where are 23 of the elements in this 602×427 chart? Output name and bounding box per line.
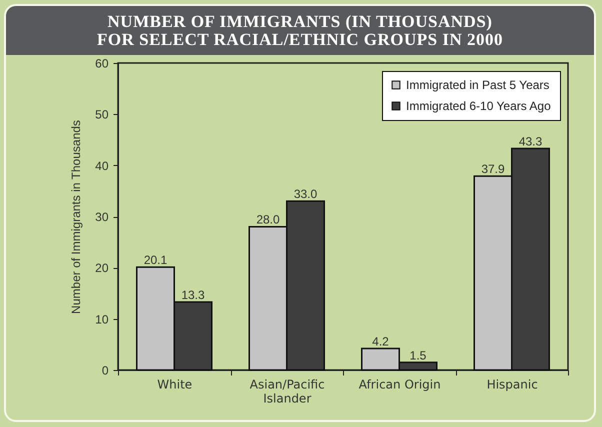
- x-tick-label: Asian/Pacific Islander: [250, 378, 325, 406]
- data-label: 43.3: [518, 134, 542, 148]
- y-tick-label: 20: [95, 261, 109, 276]
- data-label: 20.1: [144, 253, 168, 268]
- data-label: 33.0: [294, 187, 318, 202]
- x-tick-label: Hispanic: [486, 378, 538, 392]
- y-tick-label: 60: [95, 56, 109, 70]
- chart-title: NUMBER OF IMMIGRANTS (IN THOUSANDS) FOR SELECT RACIAL/ETHNIC GROUPS IN 2000: [6, 6, 594, 55]
- legend-label: Immigrated in Past 5 Years: [406, 78, 550, 92]
- y-tick-label: 40: [95, 158, 109, 173]
- y-tick-label: 10: [95, 312, 109, 326]
- legend-label: Immigrated 6-10 Years Ago: [406, 99, 552, 113]
- y-tick-label: 0: [102, 364, 109, 378]
- x-tick-label: White: [157, 378, 192, 392]
- data-label: 37.9: [481, 162, 505, 176]
- data-label: 13.3: [181, 288, 205, 302]
- x-tick-label: African Origin: [358, 378, 441, 392]
- y-axis-title: Number of Immigrants in Thousands: [69, 120, 84, 314]
- data-label: 4.2: [372, 334, 390, 349]
- data-label: 28.0: [256, 212, 280, 227]
- y-tick-label: 30: [95, 210, 109, 224]
- data-label: 1.5: [410, 348, 427, 362]
- y-tick-label: 50: [95, 108, 109, 122]
